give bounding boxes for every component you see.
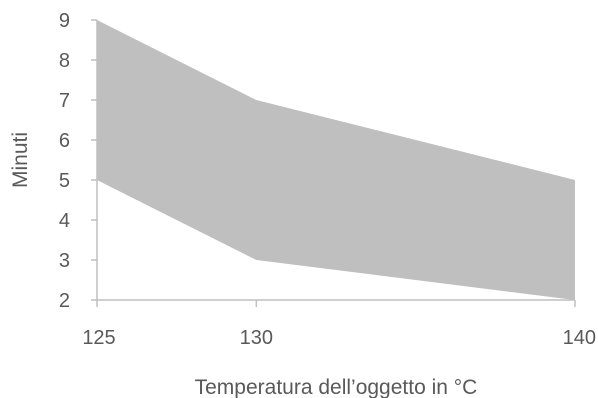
- x-axis-title: Temperatura dell’oggetto in °C: [195, 376, 478, 398]
- range-band: [97, 20, 575, 300]
- axes: [91, 19, 576, 307]
- y-tick-label: 7: [59, 90, 70, 112]
- x-tick-label: 130: [240, 327, 273, 349]
- y-tick-label: 3: [59, 250, 70, 272]
- y-tick-label: 9: [59, 10, 70, 32]
- y-tick-label: 4: [59, 210, 70, 232]
- band-layer: [97, 20, 575, 300]
- y-tick-label: 5: [59, 170, 70, 192]
- y-tick-label: 6: [59, 130, 70, 152]
- y-axis-title: Minuti: [9, 132, 32, 188]
- x-tick-label: 140: [563, 327, 596, 349]
- y-axis-tick-labels: 2 3 4 5 6 7 8 9: [59, 10, 70, 312]
- y-tick-label: 8: [59, 50, 70, 72]
- y-tick-label: 2: [59, 290, 70, 312]
- x-axis-tick-labels: 125 130 140: [82, 327, 596, 349]
- x-tick-label: 125: [82, 327, 115, 349]
